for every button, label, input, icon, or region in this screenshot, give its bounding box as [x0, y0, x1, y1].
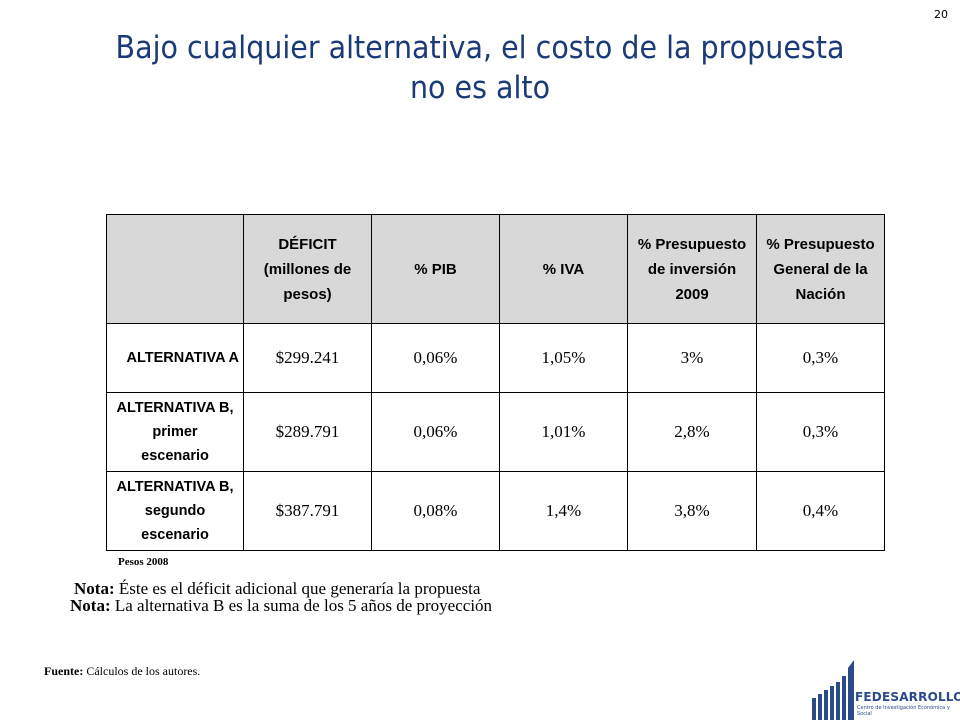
cell-iva: 1,01%	[499, 392, 628, 472]
row-label-line: ALTERNATIVA B,	[116, 400, 234, 416]
header-deficit: DÉFICIT (millones de pesos)	[243, 214, 372, 324]
table-row: ALTERNATIVA B, segundo escenario $387.79…	[106, 471, 885, 551]
header-inversion-line: de inversión	[647, 260, 737, 278]
header-inversion-line: % Presupuesto	[637, 235, 747, 253]
table-row: ALTERNATIVA A $299.241 0,06% 1,05% 3% 0,…	[106, 323, 885, 393]
header-presupuesto-general: % Presupuesto General de la Nación	[756, 214, 885, 324]
cell-pib: 0,08%	[371, 471, 500, 551]
header-iva: % IVA	[499, 214, 628, 324]
row-label-alternativa-a: ALTERNATIVA A	[106, 323, 244, 393]
header-general-line: General de la	[773, 260, 868, 278]
table-row: ALTERNATIVA B, primer escenario $289.791…	[106, 392, 885, 472]
slide-title: Bajo cualquier alternativa, el costo de …	[75, 28, 885, 108]
cell-presupuesto-inversion: 2,8%	[627, 392, 757, 472]
row-label-line: ALTERNATIVA B,	[116, 479, 234, 495]
cell-presupuesto-general: 0,3%	[756, 323, 885, 393]
source-prefix: Fuente:	[44, 664, 84, 678]
units-note: Pesos 2008	[118, 556, 169, 568]
note-text: Éste es el déficit adicional que generar…	[114, 579, 481, 598]
row-label-line: escenario	[141, 527, 209, 543]
cell-pib: 0,06%	[371, 323, 500, 393]
cell-pib: 0,06%	[371, 392, 500, 472]
cell-iva: 1,4%	[499, 471, 628, 551]
title-line-1: Bajo cualquier alternativa, el costo de …	[115, 30, 845, 66]
cell-presupuesto-general: 0,4%	[756, 471, 885, 551]
header-deficit-line: DÉFICIT	[278, 235, 337, 253]
title-line-2: no es alto	[409, 70, 551, 106]
table-header-row: DÉFICIT (millones de pesos) % PIB % IVA …	[106, 214, 885, 324]
header-deficit-line: (millones de	[263, 260, 352, 278]
header-deficit-line: pesos)	[283, 285, 332, 303]
cell-deficit: $299.241	[243, 323, 372, 393]
note-prefix: Nota:	[70, 596, 111, 615]
source-note: Fuente: Cálculos de los autores.	[44, 664, 200, 679]
cell-presupuesto-general: 0,3%	[756, 392, 885, 472]
header-inversion-line: 2009	[675, 285, 709, 303]
page-number: 20	[934, 8, 948, 21]
fedesarrollo-logo-icon	[812, 660, 854, 720]
cell-deficit: $289.791	[243, 392, 372, 472]
note-deficit: Nota: Éste es el déficit adicional que g…	[74, 580, 480, 598]
header-general-line: Nación	[795, 285, 846, 303]
cell-presupuesto-inversion: 3,8%	[627, 471, 757, 551]
row-label-line: segundo	[144, 503, 206, 519]
note-alternativa-b: Nota: La alternativa B es la suma de los…	[70, 597, 492, 615]
row-label-line: escenario	[141, 448, 209, 464]
note-prefix: Nota:	[74, 579, 115, 598]
cost-table: DÉFICIT (millones de pesos) % PIB % IVA …	[106, 214, 885, 551]
row-label-alternativa-b-primer: ALTERNATIVA B, primer escenario	[106, 392, 244, 472]
header-corner	[106, 214, 244, 324]
header-general-line: % Presupuesto	[766, 235, 875, 253]
logo-subtitle: Centro de Investigación Económica y Soci…	[857, 705, 950, 717]
header-presupuesto-inversion: % Presupuesto de inversión 2009	[627, 214, 757, 324]
row-label-line: primer	[152, 424, 198, 440]
cell-deficit: $387.791	[243, 471, 372, 551]
cell-iva: 1,05%	[499, 323, 628, 393]
logo-name: FEDESARROLLO	[855, 690, 960, 704]
header-pib: % PIB	[371, 214, 500, 324]
note-text: La alternativa B es la suma de los 5 año…	[110, 596, 493, 615]
row-label-alternativa-b-segundo: ALTERNATIVA B, segundo escenario	[106, 471, 244, 551]
cell-presupuesto-inversion: 3%	[627, 323, 757, 393]
source-text: Cálculos de los autores.	[83, 664, 201, 678]
